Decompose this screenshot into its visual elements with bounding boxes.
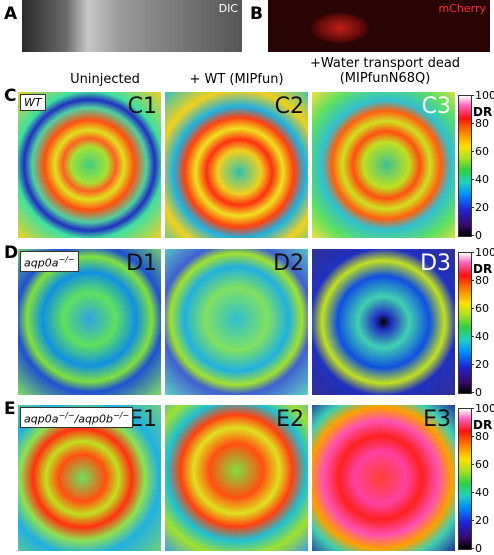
- colorbar-tick-label: 40: [475, 173, 489, 186]
- column-header: +Water transport dead (MIPfunN68Q): [309, 56, 461, 86]
- colorbar-tick: [471, 179, 474, 180]
- row-letter: D: [4, 243, 19, 263]
- colorbar-tick-label: 0: [475, 386, 482, 399]
- colorbar-tick-label: 60: [475, 458, 489, 471]
- colorbar-tick: [471, 95, 474, 96]
- colorbar-tick-label: 60: [475, 302, 489, 315]
- panel-id: D2: [273, 251, 304, 276]
- genotype-superscript: −/−: [112, 411, 130, 420]
- colorbar-tick-label: 80: [475, 274, 489, 287]
- colorbar-tick-label: 40: [475, 486, 489, 499]
- colorbar-tick-label: 80: [475, 430, 489, 443]
- genotype-superscript: −/−: [58, 411, 75, 420]
- colorbar-tick: [471, 464, 474, 465]
- genotype-text: WT: [24, 96, 42, 109]
- panel-id: D1: [126, 251, 157, 276]
- colorbar-title: DR: [473, 105, 493, 119]
- heatmap-image: E1 aqp0a−/−/aqp0b−/−: [18, 405, 161, 551]
- colorbar-tick: [471, 207, 474, 208]
- colorbar-tick: [471, 492, 474, 493]
- colorbar-tick: [471, 520, 474, 521]
- colorbar-tick: [471, 408, 474, 409]
- row-letter: E: [4, 399, 16, 419]
- genotype-text: aqp0a: [24, 412, 59, 426]
- panel-id: E2: [276, 407, 304, 432]
- colorbar-tick-label: 100: [475, 89, 494, 102]
- colorbar-tick: [471, 336, 474, 337]
- genotype-superscript: −/−: [58, 255, 75, 264]
- colorbar-tick: [471, 123, 474, 124]
- row-letter: C: [4, 86, 17, 106]
- colorbar-tick: [471, 235, 474, 236]
- colorbar: [458, 95, 472, 237]
- panel-id: C3: [421, 94, 451, 119]
- dic-image: DIC: [22, 0, 242, 52]
- colorbar-tick-label: 40: [475, 330, 489, 343]
- colorbar-title: DR: [473, 262, 493, 276]
- colorbar-tick: [471, 252, 474, 253]
- heatmap-image: C3: [312, 92, 455, 238]
- panel-letter: A: [4, 4, 18, 24]
- mcherry-image: mCherry: [268, 0, 490, 52]
- colorbar-tick-label: 0: [475, 229, 482, 242]
- heatmap-image: D1 aqp0a−/−: [18, 249, 161, 395]
- colorbar-tick-label: 100: [475, 402, 494, 415]
- colorbar-tick-label: 20: [475, 201, 489, 214]
- column-header: Uninjected: [70, 72, 140, 87]
- colorbar-tick-label: 0: [475, 542, 482, 555]
- colorbar-tick: [471, 280, 474, 281]
- column-header: + WT (MIPfun): [189, 72, 284, 87]
- colorbar-tick-label: 20: [475, 514, 489, 527]
- colorbar-tick: [471, 364, 474, 365]
- colorbar-tick-label: 60: [475, 145, 489, 158]
- panel-id: E3: [423, 407, 451, 432]
- heatmap-image: C1 WT: [18, 92, 161, 238]
- panel-id: D3: [420, 251, 451, 276]
- colorbar: [458, 252, 472, 394]
- genotype-text: aqp0a: [24, 256, 59, 270]
- image-caption: DIC: [218, 2, 238, 15]
- heatmap-image: E2: [165, 405, 308, 551]
- colorbar-tick-label: 100: [475, 246, 494, 259]
- heatmap-image: D2: [165, 249, 308, 395]
- colorbar-title: DR: [473, 418, 493, 432]
- colorbar-tick-label: 80: [475, 117, 489, 130]
- colorbar-tick-label: 20: [475, 358, 489, 371]
- panel-id: C2: [274, 94, 304, 119]
- genotype-label: WT: [20, 94, 46, 111]
- heatmap-image: E3: [312, 405, 455, 551]
- image-caption: mCherry: [438, 2, 487, 15]
- panel-id: E1: [129, 407, 157, 432]
- colorbar-tick: [471, 392, 474, 393]
- genotype-text: /aqp0b: [74, 412, 113, 426]
- colorbar-tick: [471, 151, 474, 152]
- colorbar-tick: [471, 308, 474, 309]
- colorbar-tick: [471, 548, 474, 549]
- genotype-label: aqp0a−/−/aqp0b−/−: [20, 407, 134, 428]
- heatmap-image: D3: [312, 249, 455, 395]
- genotype-label: aqp0a−/−: [20, 251, 79, 272]
- heatmap-image: C2: [165, 92, 308, 238]
- panel-id: C1: [127, 94, 157, 119]
- colorbar: [458, 408, 472, 550]
- colorbar-tick: [471, 436, 474, 437]
- panel-letter: B: [250, 4, 263, 24]
